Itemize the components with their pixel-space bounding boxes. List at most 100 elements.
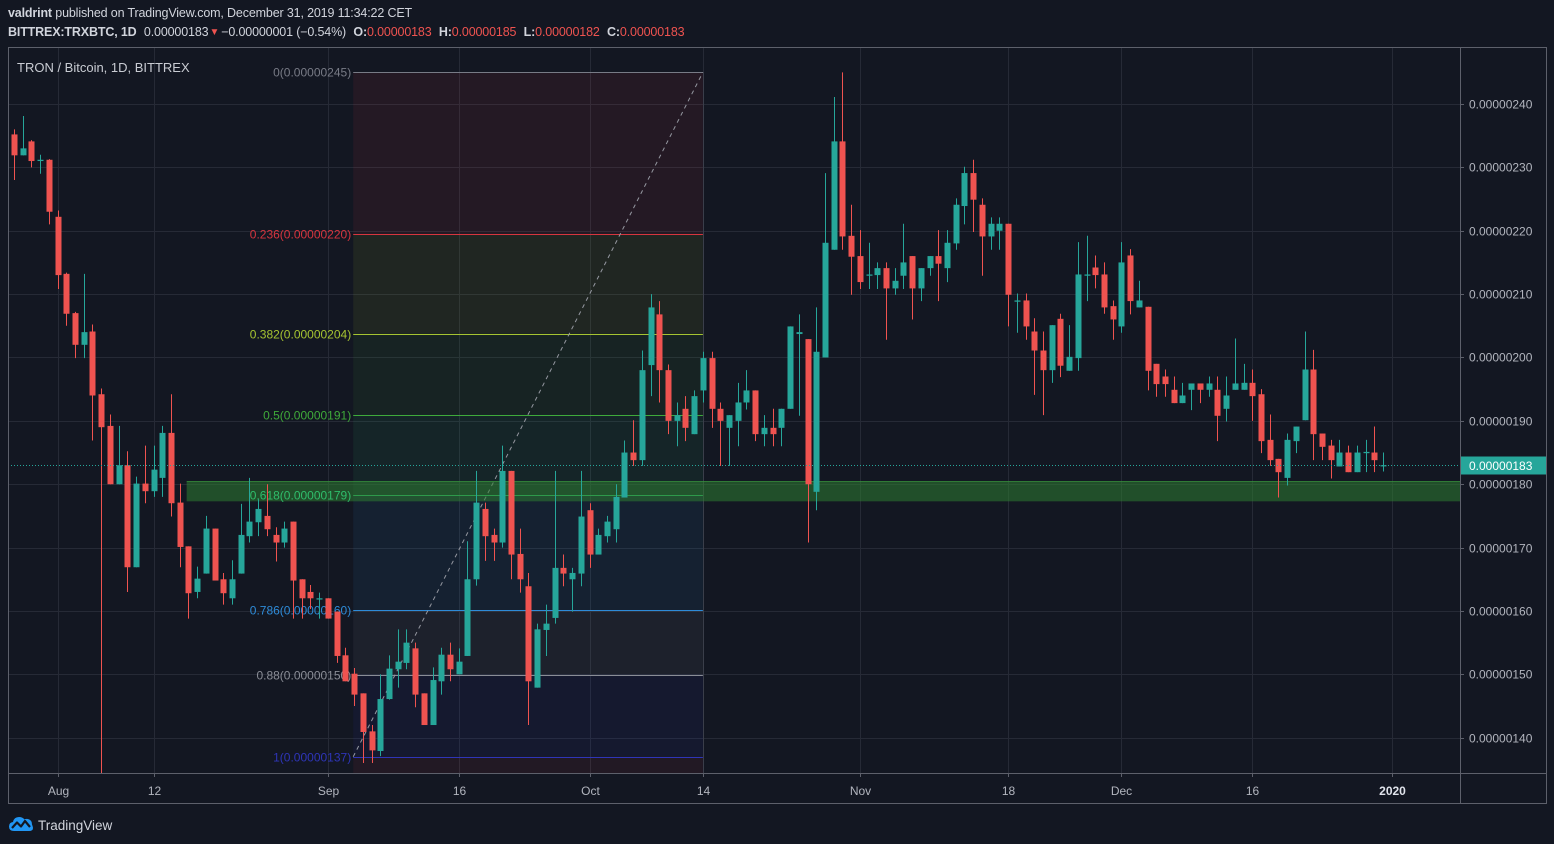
candle-body — [900, 262, 907, 276]
candle-down — [55, 210, 62, 290]
symbol-legend: BITTREX:TRXBTC, 1D 0.00000183▼ −0.0000000… — [8, 25, 685, 39]
candle-body — [1241, 382, 1248, 390]
candle-body — [935, 256, 942, 264]
candle-body — [1258, 394, 1265, 442]
candle-body — [1153, 363, 1160, 385]
time-tick-label: 14 — [697, 784, 711, 798]
candle-body — [1092, 267, 1099, 276]
price-tick-label: 0.00000230 — [1469, 161, 1533, 175]
candle-up — [639, 350, 646, 466]
candle-body — [1249, 382, 1256, 397]
support-zone-rect[interactable] — [186, 481, 1460, 502]
candle-up — [1302, 331, 1309, 421]
candle-down — [1110, 300, 1117, 340]
tradingview-logo[interactable]: TradingView — [8, 814, 112, 837]
candle-body — [839, 141, 846, 237]
candle-body — [970, 173, 977, 200]
candle-body — [961, 173, 968, 207]
candle-down — [72, 311, 79, 359]
candle-body — [691, 396, 698, 435]
fib-level-label: 1(0.00000137) — [273, 751, 351, 765]
candle-body — [1354, 452, 1361, 473]
candle-down — [517, 528, 524, 593]
candle-up — [648, 294, 655, 397]
candle-down — [656, 301, 663, 403]
fib-trend-line[interactable] — [352, 72, 704, 757]
candle-body — [1014, 300, 1021, 302]
candle-up — [813, 307, 820, 511]
author-link[interactable]: valdrint — [8, 6, 52, 20]
price-tick-label: 0.00000180 — [1469, 478, 1533, 492]
candle-body — [72, 313, 79, 345]
candle-down — [1005, 223, 1012, 327]
candle-up — [831, 97, 838, 250]
candle-up — [953, 198, 960, 250]
candle-up — [81, 273, 88, 359]
candle-down — [351, 667, 358, 707]
candle-down — [1310, 349, 1317, 461]
candle-body — [534, 629, 541, 688]
candle-body — [1275, 458, 1282, 473]
candle-down — [273, 527, 280, 562]
candle-up — [1066, 325, 1073, 371]
candle-up — [595, 528, 602, 555]
logo-text: TradingView — [38, 818, 113, 833]
candle-body — [682, 408, 689, 428]
candle-body — [770, 427, 777, 435]
price-change: −0.00000001 (−0.54%) — [221, 25, 347, 39]
candle-up — [1049, 325, 1056, 383]
publish-info: valdrint published on TradingView.com, D… — [8, 6, 412, 20]
candle-up — [255, 499, 262, 537]
candle-body — [1232, 383, 1239, 390]
candle-up — [229, 560, 236, 605]
candle-down — [587, 503, 594, 568]
candle-down — [1197, 383, 1204, 404]
candle-body — [1171, 389, 1178, 404]
candle-down — [1127, 249, 1134, 315]
candle-down — [98, 388, 105, 773]
candle-body — [220, 579, 227, 594]
price-tick-label: 0.00000140 — [1469, 732, 1533, 746]
candle-body — [822, 242, 829, 358]
candle-body — [1145, 306, 1152, 371]
candle-up — [316, 592, 323, 619]
candle-down — [709, 351, 716, 428]
candle-body — [194, 578, 201, 592]
candle-up — [473, 470, 480, 586]
candle-body — [604, 521, 611, 537]
close-label: C: — [607, 25, 620, 39]
candle-up — [1336, 439, 1343, 467]
support-zone[interactable] — [186, 481, 1460, 502]
candle-down — [1258, 389, 1265, 454]
candle-up — [430, 667, 437, 726]
time-axis[interactable]: Aug 12 Sep 16 Oct 14 Nov 18 Dec 16 2020 — [48, 773, 1406, 798]
time-tick-label: 12 — [148, 784, 162, 798]
candle-body — [1310, 369, 1317, 435]
candle-body — [447, 654, 454, 670]
candle-body — [1049, 325, 1056, 371]
candle-body — [142, 483, 149, 492]
candle-down — [770, 408, 777, 447]
candle-up — [1136, 280, 1143, 308]
fib-band — [353, 233, 703, 334]
candle-up — [1354, 445, 1361, 473]
candle-up — [1223, 376, 1230, 422]
candle-down — [28, 140, 35, 168]
candle-body — [28, 141, 35, 162]
time-tick-label: 18 — [1002, 784, 1016, 798]
candle-body — [517, 553, 524, 580]
symbol-label[interactable]: BITTREX:TRXBTC, 1D — [8, 25, 137, 39]
candle-body — [290, 521, 297, 581]
candle-body — [325, 598, 332, 619]
candle-down — [1345, 445, 1352, 473]
candle-down — [1214, 376, 1221, 442]
candle-down — [1328, 439, 1335, 479]
candle-down — [369, 725, 376, 764]
candle-body — [316, 598, 323, 600]
candle-up — [281, 521, 288, 548]
candle-body — [456, 661, 463, 675]
fib-retracement[interactable] — [352, 72, 704, 773]
price-axis[interactable]: 0.00000240 0.00000230 0.00000220 0.00000210… — [1460, 98, 1546, 746]
candle-down — [325, 598, 332, 619]
